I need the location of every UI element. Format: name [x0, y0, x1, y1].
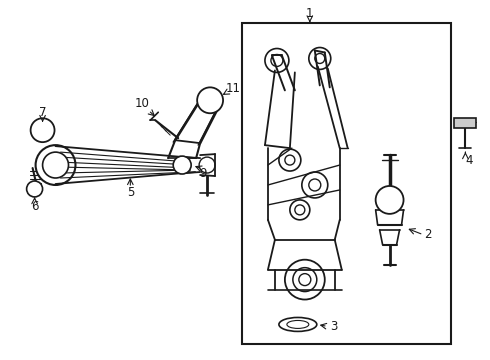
Bar [454, 118, 476, 128]
Circle shape [30, 118, 54, 142]
Text: 7: 7 [39, 106, 47, 119]
Circle shape [26, 181, 43, 197]
Text: 6: 6 [31, 201, 38, 213]
Text: 3: 3 [330, 320, 338, 333]
Circle shape [376, 186, 404, 214]
Circle shape [197, 87, 223, 113]
Text: 9: 9 [199, 167, 207, 180]
Ellipse shape [279, 318, 317, 332]
Text: 11: 11 [225, 82, 241, 95]
Circle shape [173, 156, 191, 174]
Text: 2: 2 [424, 228, 431, 241]
Text: 5: 5 [126, 186, 134, 199]
Text: 1: 1 [306, 7, 314, 20]
Circle shape [36, 145, 75, 185]
Circle shape [43, 152, 69, 178]
Ellipse shape [287, 320, 309, 328]
Text: 10: 10 [135, 97, 150, 110]
Bar [242, 23, 451, 345]
Text: 4: 4 [466, 154, 473, 167]
